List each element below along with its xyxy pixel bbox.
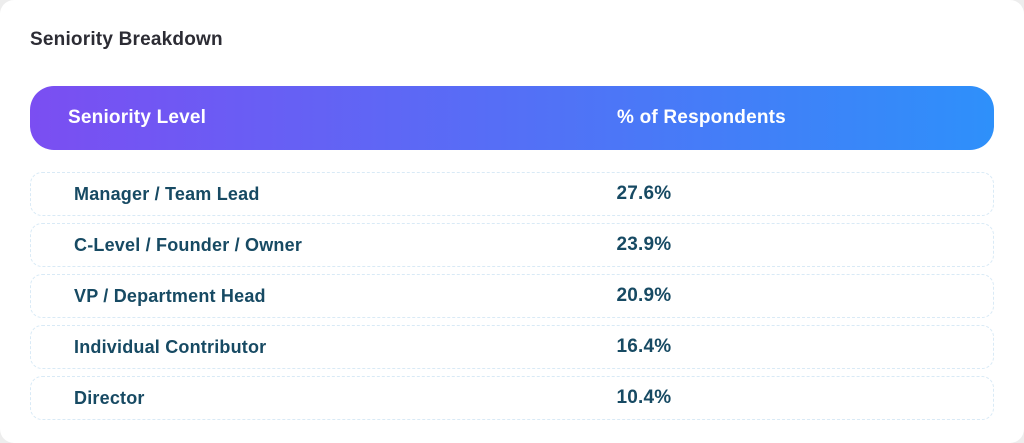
table-body: Manager / Team Lead 27.6% C-Level / Foun…	[30, 172, 994, 420]
seniority-level-cell: Manager / Team Lead	[74, 183, 260, 204]
seniority-level-cell: Director	[74, 387, 145, 408]
table-row: Manager / Team Lead 27.6%	[30, 172, 994, 216]
table-header: Seniority Level % of Respondents	[30, 86, 994, 150]
table-row: C-Level / Founder / Owner 23.9%	[30, 223, 994, 267]
percent-cell: 20.9%	[616, 285, 672, 306]
table-row: Director 10.4%	[30, 376, 994, 420]
page-title: Seniority Breakdown	[30, 29, 223, 50]
percent-cell: 23.9%	[616, 234, 672, 255]
percent-cell: 16.4%	[616, 336, 672, 357]
percent-cell: 10.4%	[616, 387, 672, 408]
seniority-level-cell: C-Level / Founder / Owner	[74, 234, 303, 255]
seniority-level-cell: Individual Contributor	[74, 336, 267, 357]
percent-cell: 27.6%	[616, 183, 672, 204]
header-percent-respondents: % of Respondents	[617, 107, 786, 128]
table-row: VP / Department Head 20.9%	[30, 274, 994, 318]
header-seniority-level: Seniority Level	[68, 107, 207, 128]
seniority-level-cell: VP / Department Head	[74, 285, 266, 306]
table-row: Individual Contributor 16.4%	[30, 325, 994, 369]
